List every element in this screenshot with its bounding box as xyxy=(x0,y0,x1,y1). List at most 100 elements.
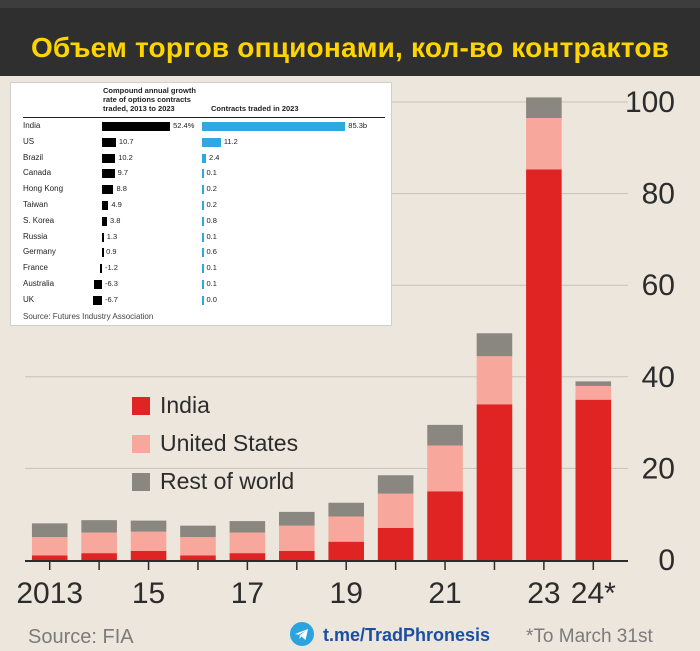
bar-india-2018 xyxy=(279,550,315,560)
top-strip xyxy=(0,0,700,10)
inset-cagr-bar xyxy=(102,137,116,147)
inset-cagr-label: -6.7 xyxy=(105,294,118,304)
inset-cagr-bar xyxy=(102,216,107,226)
legend-label-india: India xyxy=(160,392,210,418)
inset-contract-label: 0.1 xyxy=(206,263,217,273)
inset-country: Russia xyxy=(23,231,48,241)
x-tick-label: 23 xyxy=(527,577,560,610)
inset-cagr-bar xyxy=(102,153,116,163)
inset-country: Hong Kong xyxy=(23,184,64,194)
inset-contract-bar xyxy=(202,137,221,147)
y-tick-label: 0 xyxy=(658,544,675,577)
bar-united-states-2015 xyxy=(130,531,167,551)
inset-header-rule xyxy=(23,117,385,118)
bar-united-states-2017 xyxy=(229,532,266,554)
bar-india-2014 xyxy=(81,553,117,560)
bar-india-2020 xyxy=(377,527,414,560)
inset-contract-label: 0.1 xyxy=(206,279,217,288)
inset-cagr-label: 10.2 xyxy=(118,152,133,162)
bar-united-states-2024 xyxy=(575,385,612,400)
inset-source: Source: Futures Industry Association xyxy=(23,312,154,321)
inset-cagr-bar xyxy=(100,264,102,274)
inset-header-cagr-line: traded, 2013 to 2023 xyxy=(103,104,175,113)
inset-header-cagr: Compound annual growth rate of options co… xyxy=(103,86,213,113)
x-tick-label: 15 xyxy=(132,577,165,610)
inset-header-cagr-line: rate of options contracts xyxy=(103,95,191,104)
bar-united-states-2022 xyxy=(476,356,513,405)
inset-cagr-label: 3.8 xyxy=(109,215,121,225)
inset-contract-label: 0.1 xyxy=(206,168,217,178)
inset-contract-label: 0.8 xyxy=(206,215,217,225)
inset-cagr-bar xyxy=(102,169,115,179)
inset-cagr-bar xyxy=(102,185,114,195)
bar-india-2015 xyxy=(130,550,167,560)
inset-contract-label: 2.4 xyxy=(209,152,220,162)
bar-united-states-2019 xyxy=(328,516,364,542)
y-tick-label: 100 xyxy=(625,86,675,119)
inset-contract-label: 0.2 xyxy=(206,184,217,194)
inset-country: Canada xyxy=(23,168,52,178)
legend-label-united-states: United States xyxy=(160,430,299,456)
inset-country: Taiwan xyxy=(23,200,48,209)
bar-rest-of-world-2017 xyxy=(229,521,266,533)
bar-united-states-2013 xyxy=(31,537,68,556)
legend-swatch-india xyxy=(132,397,150,415)
inset-country: S. Korea xyxy=(23,215,55,225)
bar-india-2013 xyxy=(31,555,68,560)
title-bar: Объем торгов опционами, кол-во контракто… xyxy=(0,8,700,76)
inset-contract-bar xyxy=(202,295,204,305)
bar-united-states-2018 xyxy=(279,525,315,551)
legend-swatch-united-states xyxy=(132,435,150,453)
bar-india-2022 xyxy=(476,404,513,560)
inset-cagr-label: 1.3 xyxy=(106,231,118,241)
inset-country: France xyxy=(23,263,48,273)
legend-swatch-rest-of-world xyxy=(132,473,150,491)
bar-rest-of-world-2024 xyxy=(575,381,612,386)
bar-rest-of-world-2023 xyxy=(526,97,562,119)
chart-note: *To March 31st xyxy=(526,626,653,647)
telegram-link[interactable]: t.me/TradPhronesis xyxy=(323,625,491,645)
inset-cagr-label: 8.8 xyxy=(116,184,127,194)
inset-cagr-bar xyxy=(102,201,109,210)
bar-rest-of-world-2014 xyxy=(81,520,117,533)
chart-title: Объем торгов опционами, кол-во контракто… xyxy=(30,32,670,63)
inset-contract-bar xyxy=(202,201,204,210)
bar-united-states-2020 xyxy=(377,493,414,528)
inset-cagr-bar xyxy=(93,280,102,289)
x-tick-label: 21 xyxy=(428,577,461,610)
bar-rest-of-world-2016 xyxy=(180,525,216,538)
inset-cagr-bar xyxy=(93,295,102,305)
inset-cagr-label: 52.4% xyxy=(173,121,195,130)
inset-cagr-label: 4.9 xyxy=(111,200,122,209)
inset-country: UK xyxy=(23,294,35,304)
x-tick-label: 24* xyxy=(571,577,616,610)
inset-country-table: Compound annual growth rate of options co… xyxy=(10,82,392,326)
bar-rest-of-world-2020 xyxy=(377,475,414,494)
inset-cagr-label: -6.3 xyxy=(105,279,118,288)
bar-united-states-2021 xyxy=(427,445,463,492)
inset-contract-bar xyxy=(202,153,207,163)
inset-cagr-label: -1.2 xyxy=(105,263,118,273)
x-tick-label: 2013 xyxy=(16,577,83,610)
bar-india-2023 xyxy=(526,169,562,561)
inset-contract-bar xyxy=(202,232,204,242)
bar-india-2017 xyxy=(229,553,266,560)
bar-rest-of-world-2022 xyxy=(476,333,513,357)
inset-country: US xyxy=(23,136,35,146)
inset-contract-bar xyxy=(202,216,204,226)
inset-contract-bar xyxy=(202,264,204,274)
inset-cagr-bar xyxy=(102,248,104,258)
inset-country: India xyxy=(23,121,41,130)
inset-contract-bar xyxy=(202,185,204,195)
inset-contract-bar xyxy=(202,169,204,179)
legend-label-rest-of-world: Rest of world xyxy=(160,468,295,494)
inset-cagr-bar xyxy=(102,232,104,242)
inset-contract-label: 85.3b xyxy=(348,121,368,130)
bar-rest-of-world-2013 xyxy=(31,523,68,538)
inset-country: Brazil xyxy=(23,152,44,162)
inset-contract-label: 0.1 xyxy=(206,231,217,241)
bar-india-2021 xyxy=(427,491,463,560)
y-tick-label: 80 xyxy=(642,178,675,211)
bar-india-2016 xyxy=(180,555,216,560)
